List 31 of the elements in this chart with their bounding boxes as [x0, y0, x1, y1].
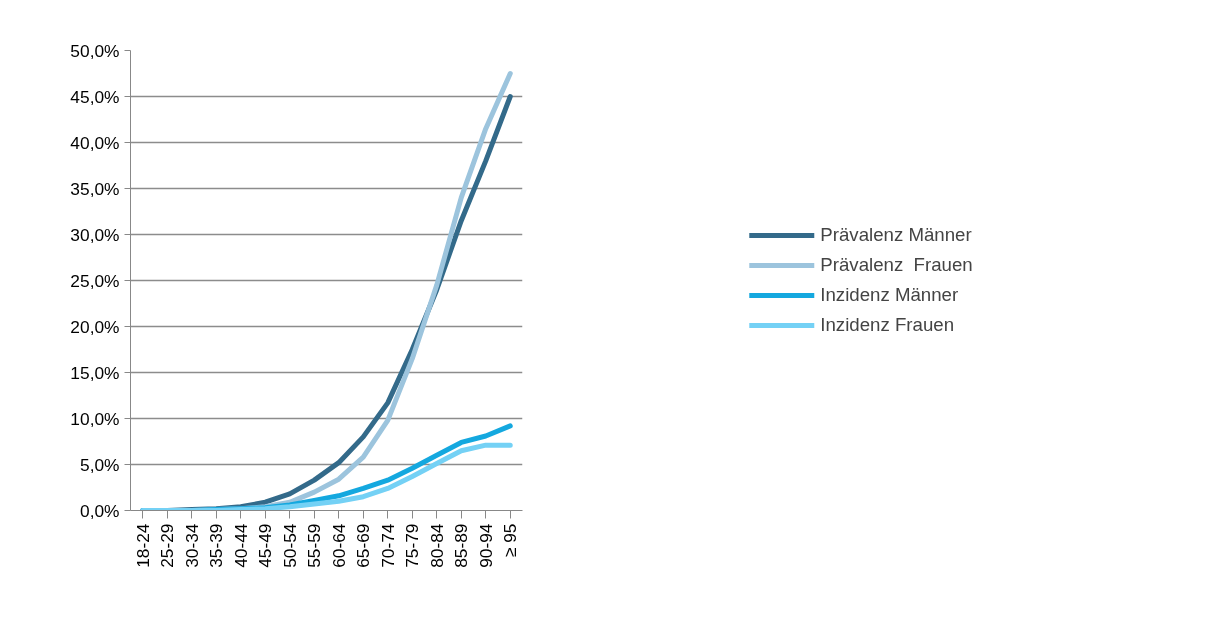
x-tick-label: 85-89: [451, 523, 472, 568]
x-tick-label: 75-79: [402, 523, 423, 568]
y-tick-label: 5,0%: [80, 454, 120, 475]
y-tick-label: 20,0%: [70, 316, 120, 337]
y-tick-label: 35,0%: [70, 178, 120, 199]
x-tick-label: 65-69: [353, 523, 374, 568]
legend-label: Prävalenz Frauen: [820, 254, 973, 276]
y-tick-label: 15,0%: [70, 362, 120, 383]
x-tick-label: 30-34: [181, 523, 202, 568]
legend-label: Inzidenz Männer: [820, 284, 959, 306]
y-tick-label: 50,0%: [70, 40, 120, 61]
x-tick-label: 45-49: [255, 523, 276, 568]
x-tick-label: ≥ 95: [500, 523, 521, 558]
x-tick-label: 35-39: [206, 523, 227, 568]
y-tick-label: 25,0%: [70, 270, 120, 291]
x-tick-label: 60-64: [328, 523, 349, 568]
x-tick-label: 50-54: [279, 523, 300, 568]
x-tick-label: 80-84: [426, 523, 447, 568]
legend-label: Inzidenz Frauen: [820, 314, 955, 336]
x-tick-label: 55-59: [304, 523, 325, 568]
x-tick-label: 25-29: [157, 523, 178, 568]
x-tick-label: 90-94: [475, 523, 496, 568]
y-tick-label: 45,0%: [70, 86, 120, 107]
x-tick-label: 40-44: [230, 523, 251, 568]
y-tick-label: 30,0%: [70, 224, 120, 245]
y-tick-label: 0,0%: [80, 500, 120, 521]
x-tick-label: 70-74: [377, 523, 398, 568]
y-tick-label: 40,0%: [70, 132, 120, 153]
legend-label: Prävalenz Männer: [820, 224, 972, 246]
y-tick-label: 10,0%: [70, 408, 120, 429]
x-tick-label: 18-24: [132, 523, 153, 568]
